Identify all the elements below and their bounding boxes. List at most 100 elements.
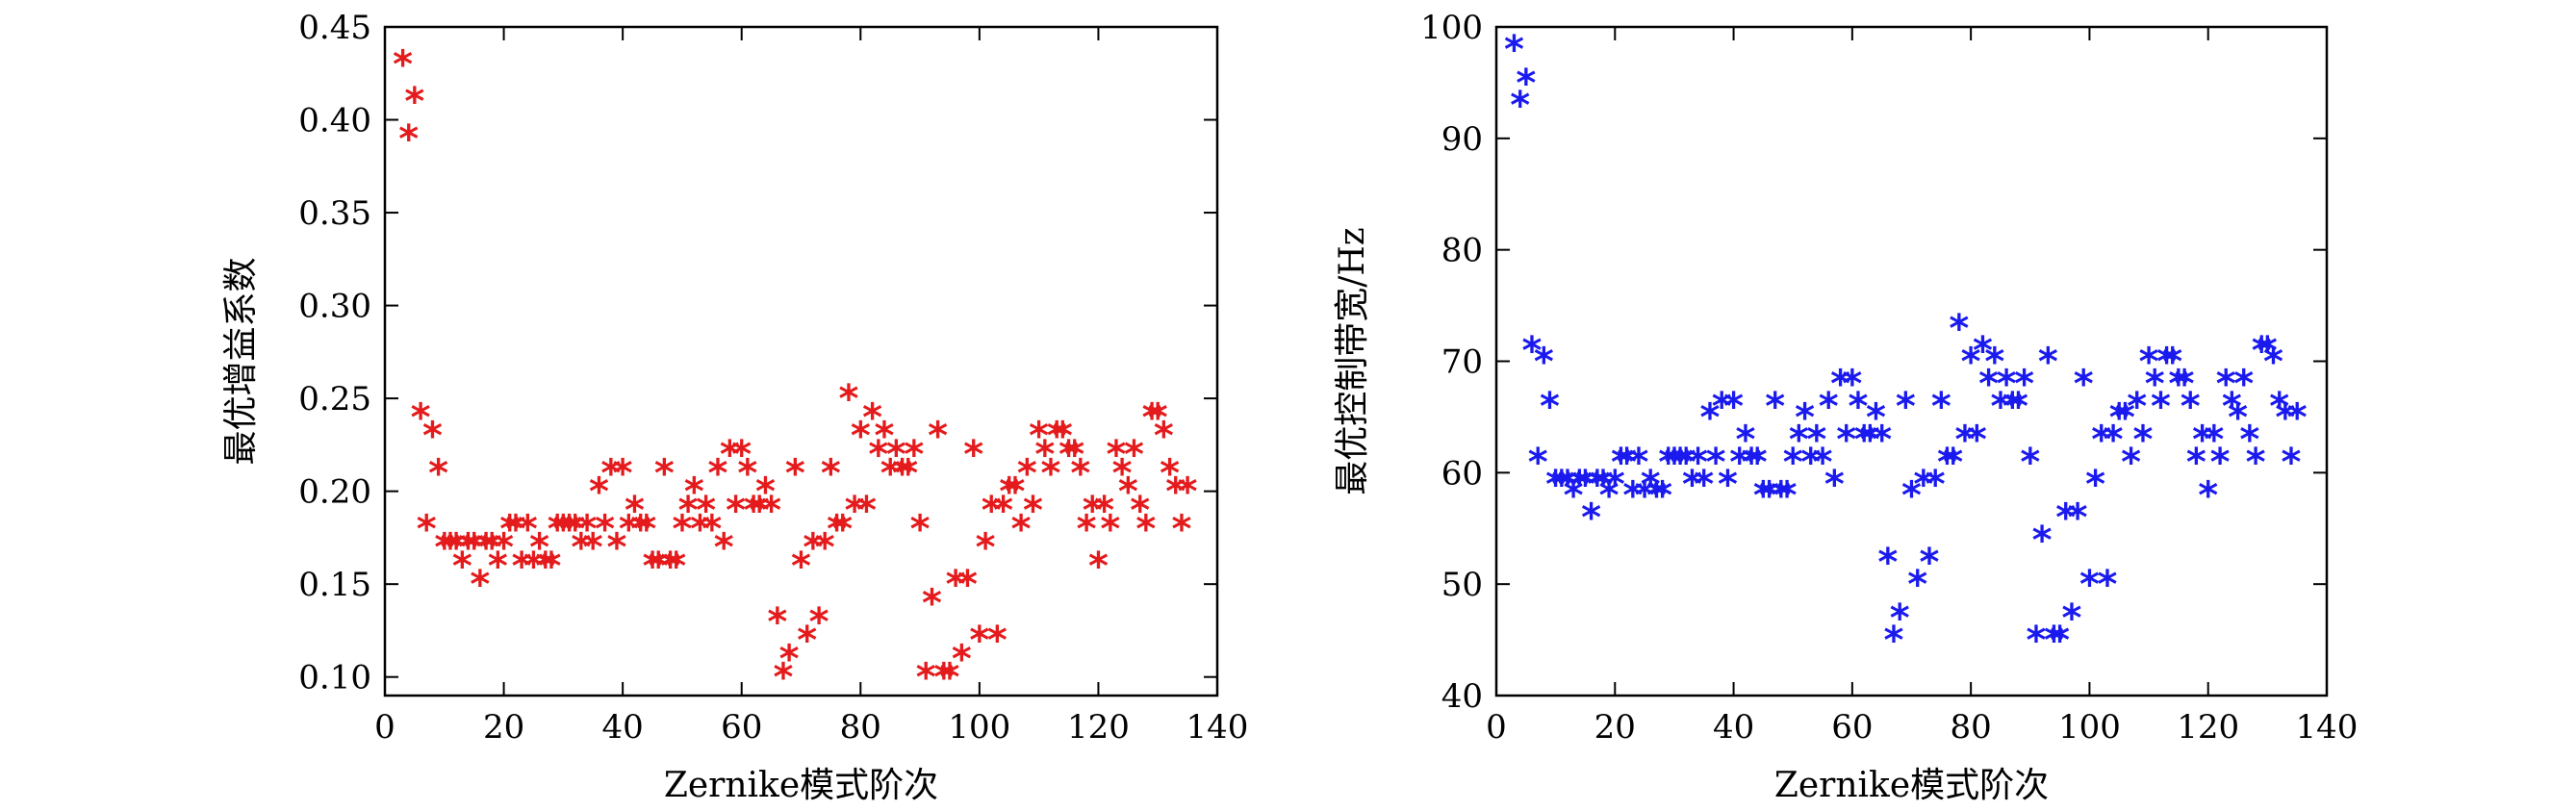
left-data-point: * [993,489,1013,533]
right-data-point: * [2109,395,2130,440]
left-data-point: * [1107,433,1127,477]
left-data-point: * [827,507,847,551]
right-data-point: * [1973,329,1993,373]
left-y-tick-label: 0.30 [298,288,371,326]
right-data-point: * [2228,395,2248,440]
right-data-point: * [1795,395,1815,440]
left-data-point: * [1154,415,1174,459]
right-data-point: * [2233,363,2254,407]
left-x-tick-label: 0 [374,708,395,747]
left-data-point: * [1165,470,1186,515]
left-data-point: * [1171,507,1191,551]
left-data-point: * [1029,415,1049,459]
right-data-point: * [1771,474,1791,519]
left-y-tick-label: 0.15 [298,566,371,604]
left-data-point: * [726,489,746,533]
right-data-point: * [2181,385,2201,429]
right-data-point: * [1516,62,1536,106]
right-data-point: * [2192,418,2212,463]
right-data-point: * [2068,496,2088,541]
right-data-point: * [2287,395,2308,440]
left-data-point: * [803,526,823,570]
left-data-point: * [398,117,419,162]
left-data-point: * [963,433,983,477]
left-data-point: * [1088,545,1109,589]
left-data-point: * [1047,415,1067,459]
left-data-point: * [774,656,794,700]
left-data-point: * [696,489,716,533]
left-data-point: * [488,545,508,589]
right-data-point: * [1528,441,1548,485]
right-x-tick-label: 20 [1594,708,1636,747]
left-data-point: * [1058,433,1079,477]
right-y-tick-label: 60 [1441,454,1483,493]
right-data-point: * [2275,395,2295,440]
right-y-axis-label: 最优控制带宽/Hz [1333,227,1372,495]
left-y-tick-label: 0.25 [298,380,371,418]
left-data-point: * [856,489,877,533]
right-data-point: * [1641,463,1661,507]
right-data-point: * [1991,385,2011,429]
left-data-point: * [1135,507,1156,551]
left-data-point: * [767,600,787,645]
right-data-point: * [1729,441,1749,485]
right-data-point: * [1635,474,1655,519]
right-data-point: * [2104,418,2124,463]
right-x-tick-label: 40 [1713,708,1754,747]
left-data-point: * [982,489,1002,533]
right-data-point: * [2097,563,2117,607]
right-data-point: * [2145,363,2165,407]
left-data-point: * [1023,489,1043,533]
right-data-point: * [1955,418,1976,463]
left-data-point: * [821,451,841,495]
right-data-point: * [2121,441,2141,485]
right-data-point: * [2132,418,2153,463]
right-data-point: * [2044,619,2064,663]
right-data-point: * [1694,463,1714,507]
right-data-point: * [2020,441,2040,485]
right-data-point: * [1611,441,1631,485]
left-data-point: * [542,545,562,589]
left-data-point: * [452,545,472,589]
right-data-point: * [1658,441,1678,485]
right-data-point: * [1593,463,1613,507]
right-data-point: * [1646,474,1667,519]
right-data-point: * [2151,385,2171,429]
left-data-point: * [1124,433,1144,477]
left-data-points: ****************************************… [393,43,1198,700]
right-data-point: * [2222,385,2242,429]
left-data-point: * [476,526,497,570]
left-data-point: * [494,526,514,570]
left-y-tick-label: 0.10 [298,659,371,697]
left-x-tick-label: 140 [1186,708,1249,747]
left-data-point: * [1077,507,1097,551]
left-y-tick-label: 0.35 [298,194,371,233]
left-data-point: * [910,507,931,551]
right-data-point: * [1765,385,1785,429]
right-data-point: * [1884,619,1904,663]
left-data-point: * [595,507,615,551]
right-data-point: * [2115,395,2135,440]
right-data-point: * [1699,395,1720,440]
right-data-point: * [1735,418,1755,463]
right-data-point: * [1920,541,1940,585]
left-data-point: * [505,507,525,551]
left-data-point: * [904,433,924,477]
left-data-point: * [797,619,817,663]
left-data-point: * [577,507,598,551]
left-y-tick-label: 0.40 [298,102,371,140]
left-data-point: * [862,395,882,440]
left-x-tick-label: 20 [483,708,524,747]
left-data-point: * [933,656,954,700]
left-data-point: * [583,526,603,570]
left-x-tick-label: 40 [602,708,644,747]
right-data-point: * [1688,441,1708,485]
left-data-point: * [535,545,555,589]
left-data-point: * [553,507,574,551]
right-data-point: * [1540,385,1560,429]
left-data-point: * [654,451,675,495]
right-y-tick-label: 80 [1441,232,1483,270]
left-data-point: * [1070,451,1090,495]
left-data-point: * [1148,395,1168,440]
left-data-point: * [832,507,853,551]
